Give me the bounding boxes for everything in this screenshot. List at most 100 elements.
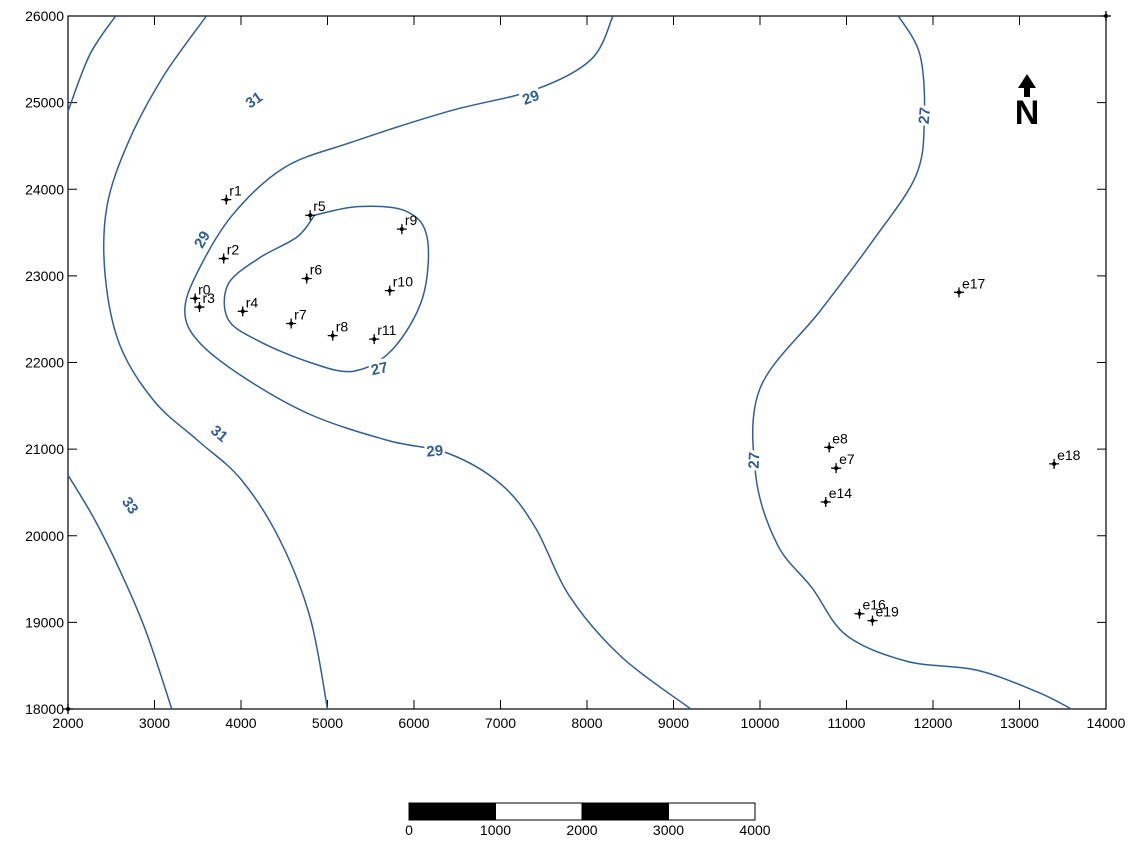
scale-segment bbox=[581, 802, 669, 821]
contour-label: 27 bbox=[744, 450, 764, 471]
well-r1: r1 bbox=[221, 183, 242, 205]
well-e7: e7 bbox=[831, 451, 855, 474]
contour-label: 31 bbox=[240, 86, 268, 114]
well-dot bbox=[387, 288, 392, 293]
contour-label-text: 27 bbox=[916, 107, 934, 125]
well-r8: r8 bbox=[327, 319, 349, 341]
well-dot bbox=[870, 618, 875, 623]
contour-label-text: 31 bbox=[243, 89, 266, 112]
y-tick-label: 25000 bbox=[25, 95, 64, 111]
corner-dot bbox=[1104, 14, 1108, 18]
well-r6: r6 bbox=[301, 261, 323, 284]
well-label: r5 bbox=[313, 198, 326, 214]
x-tick-label: 7000 bbox=[485, 715, 516, 731]
well-dot bbox=[1052, 461, 1057, 466]
contour-label: 29 bbox=[424, 441, 446, 461]
well-dot bbox=[857, 611, 862, 616]
well-e8: e8 bbox=[824, 430, 848, 453]
well-label: r9 bbox=[405, 212, 418, 228]
well-label: e8 bbox=[832, 430, 848, 446]
well-label: e7 bbox=[839, 451, 855, 467]
well-label: e18 bbox=[1057, 447, 1081, 463]
contour-label: 29 bbox=[518, 85, 544, 110]
y-tick-label: 21000 bbox=[25, 441, 64, 457]
y-tick-label: 22000 bbox=[25, 355, 64, 371]
well-e17: e17 bbox=[953, 275, 986, 298]
x-tick-label: 11000 bbox=[828, 715, 866, 731]
well-r7: r7 bbox=[286, 307, 307, 329]
contour-label: 29 bbox=[189, 226, 215, 253]
contour-line-31 bbox=[67, 15, 117, 112]
well-label: r7 bbox=[294, 307, 307, 323]
well-e19: e19 bbox=[867, 604, 899, 626]
map-frame bbox=[67, 15, 1107, 710]
well-dot bbox=[823, 499, 828, 504]
scale-segment bbox=[668, 802, 756, 821]
contour-label: 31 bbox=[205, 420, 233, 447]
scale-segment bbox=[408, 802, 496, 821]
x-tick-label: 4000 bbox=[225, 715, 256, 731]
y-tick-label: 20000 bbox=[25, 528, 64, 544]
y-tick-label: 24000 bbox=[25, 181, 64, 197]
north-arrow-icon bbox=[1018, 74, 1036, 97]
scale-label: 1000 bbox=[480, 822, 511, 838]
contour-label: 27 bbox=[367, 357, 392, 380]
contour-label-text: 29 bbox=[520, 87, 541, 109]
well-dot bbox=[372, 337, 377, 342]
contour-label-bg bbox=[518, 85, 544, 110]
corner-dot bbox=[66, 707, 70, 711]
well-label: e16 bbox=[862, 597, 886, 613]
well-label: r11 bbox=[377, 322, 396, 338]
well-dot bbox=[330, 333, 335, 338]
well-dot bbox=[834, 466, 839, 471]
x-tick-label: 5000 bbox=[312, 715, 343, 731]
contour-label-bg bbox=[424, 441, 446, 461]
contour-label-bg bbox=[914, 104, 935, 127]
well-dot bbox=[224, 197, 229, 202]
contour-label-bg bbox=[744, 450, 764, 471]
well-label: r10 bbox=[393, 274, 413, 290]
contour-label: 27 bbox=[914, 104, 935, 127]
contour-label: 33 bbox=[117, 492, 144, 519]
contour-label-text: 29 bbox=[426, 442, 444, 460]
scale-label: 4000 bbox=[739, 822, 770, 838]
x-tick-label: 13000 bbox=[1000, 715, 1039, 731]
x-tick-label: 12000 bbox=[914, 715, 953, 731]
north-label: N bbox=[1015, 94, 1040, 132]
well-dot bbox=[240, 309, 245, 314]
contour-label-bg bbox=[117, 492, 144, 519]
well-r3: r3 bbox=[194, 290, 215, 313]
contour-label-text: 33 bbox=[118, 494, 141, 517]
x-tick-label: 14000 bbox=[1087, 715, 1126, 731]
well-label: e17 bbox=[962, 275, 986, 291]
x-tick-label: 9000 bbox=[658, 715, 689, 731]
well-dot bbox=[197, 305, 202, 310]
y-tick-label: 19000 bbox=[25, 614, 64, 630]
x-tick-label: 2000 bbox=[52, 715, 83, 731]
well-label: r3 bbox=[202, 290, 215, 306]
x-tick-label: 8000 bbox=[571, 715, 602, 731]
well-e14: e14 bbox=[820, 485, 852, 507]
contour-line-31 bbox=[102, 15, 329, 710]
well-r10: r10 bbox=[384, 274, 413, 296]
well-r4: r4 bbox=[237, 294, 258, 317]
contour-line-33 bbox=[67, 474, 173, 710]
well-label: r8 bbox=[336, 319, 349, 335]
axis-ticks: 2000 3000 4000 5000 6000 7000 8000 9000 10000 110… bbox=[25, 8, 1126, 731]
well-label: r6 bbox=[310, 261, 323, 277]
well-label: r1 bbox=[229, 183, 242, 199]
x-tick-label: 6000 bbox=[398, 715, 429, 731]
contour-line-27 bbox=[223, 205, 430, 373]
y-tick-label: 26000 bbox=[25, 8, 64, 24]
well-e16: e16 bbox=[854, 597, 886, 619]
scale-bar: 0 1000 2000 3000 4000 bbox=[405, 802, 771, 838]
contour-label-text: 27 bbox=[370, 359, 390, 379]
x-tick-label: 3000 bbox=[139, 715, 170, 731]
corner-markers bbox=[63, 11, 1111, 714]
contour-labels: 33 31 31 29 29 29 27 27 27 bbox=[117, 85, 935, 519]
scale-label: 0 bbox=[405, 822, 413, 838]
scale-label: 3000 bbox=[653, 822, 684, 838]
contour-label-bg bbox=[205, 420, 233, 447]
well-r2: r2 bbox=[218, 242, 239, 264]
well-r9: r9 bbox=[396, 212, 418, 235]
